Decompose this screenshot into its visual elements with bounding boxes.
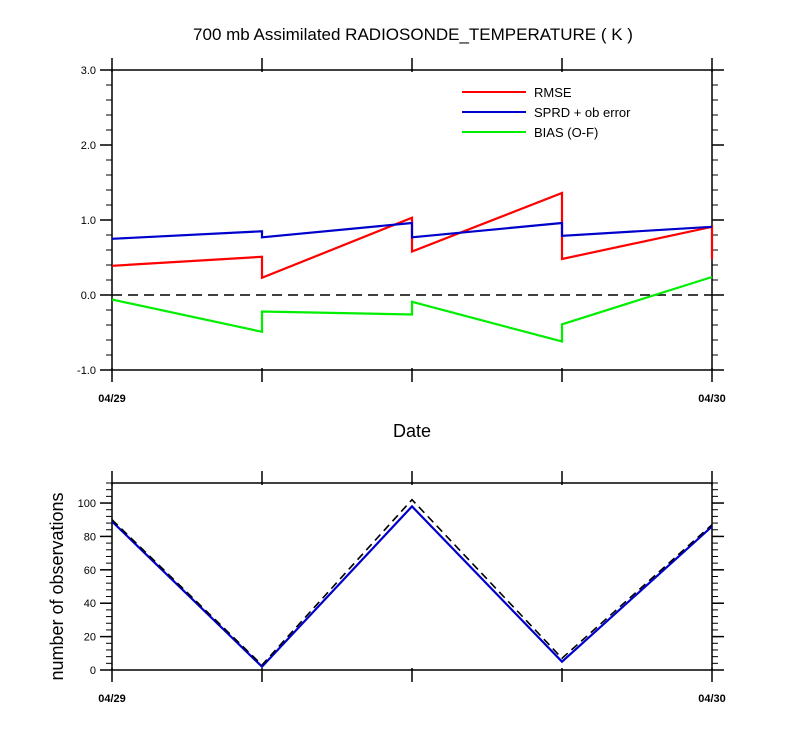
y-tick-label: -1.0 — [77, 365, 96, 377]
top-series — [111, 191, 714, 343]
top-ticks — [100, 58, 724, 382]
y-tick-label: 100 — [78, 498, 96, 510]
series-bias-o-f — [111, 275, 713, 343]
bottom-ticks — [100, 471, 724, 682]
bottom-series — [111, 498, 713, 669]
y-tick-label: 20 — [84, 632, 96, 644]
x-tick-label: 04/29 — [98, 693, 126, 705]
y-tick-label: 60 — [84, 565, 96, 577]
bottom-plot-frame — [111, 482, 713, 671]
x-axis-title: Date — [393, 421, 431, 441]
top-x-tick-labels: 04/29 04/30 — [98, 393, 726, 405]
y-tick-label: 0.0 — [81, 290, 96, 302]
y-tick-label: 2.0 — [81, 140, 96, 152]
top-panel: -1.0 0.0 1.0 2.0 3.0 04/29 04/30 RMSE SPRD + o… — [77, 58, 726, 441]
legend-label: RMSE — [534, 85, 572, 100]
y-axis-title: number of observations — [47, 492, 67, 680]
x-tick-label: 04/29 — [98, 393, 126, 405]
series-observations-assimilated — [111, 504, 713, 669]
y-tick-label: 0 — [90, 665, 96, 677]
x-tick-label: 04/30 — [698, 693, 726, 705]
series-rmse — [111, 191, 714, 280]
legend-label: BIAS (O-F) — [534, 125, 598, 140]
legend-label: SPRD + ob error — [534, 105, 631, 120]
y-tick-label: 40 — [84, 598, 96, 610]
bottom-panel: 0 20 40 60 80 100 04/29 04/30 number of observ… — [47, 471, 726, 705]
legend: RMSE SPRD + ob error BIAS (O-F) — [462, 85, 631, 140]
top-y-tick-labels: -1.0 0.0 1.0 2.0 3.0 — [77, 65, 96, 377]
y-tick-label: 1.0 — [81, 215, 96, 227]
bottom-x-tick-labels: 04/29 04/30 — [98, 693, 726, 705]
x-tick-label: 04/30 — [698, 393, 726, 405]
y-tick-label: 3.0 — [81, 65, 96, 77]
series-sprd-ob-error — [111, 221, 713, 240]
chart-title: 700 mb Assimilated RADIOSONDE_TEMPERATUR… — [193, 25, 633, 44]
bottom-y-tick-labels: 0 20 40 60 80 100 — [78, 498, 96, 677]
y-tick-label: 80 — [84, 531, 96, 543]
series-observations-possible — [111, 498, 713, 667]
